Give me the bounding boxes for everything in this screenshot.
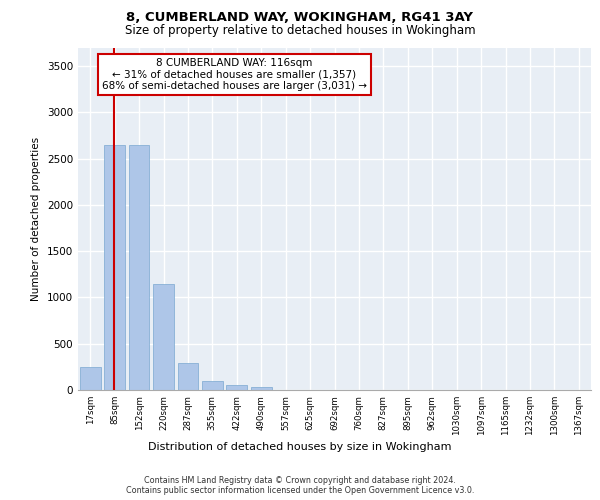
- Text: Contains HM Land Registry data © Crown copyright and database right 2024.
Contai: Contains HM Land Registry data © Crown c…: [126, 476, 474, 495]
- Text: Size of property relative to detached houses in Wokingham: Size of property relative to detached ho…: [125, 24, 475, 37]
- Y-axis label: Number of detached properties: Number of detached properties: [31, 136, 41, 301]
- Text: Distribution of detached houses by size in Wokingham: Distribution of detached houses by size …: [148, 442, 452, 452]
- Bar: [202, 380, 223, 390]
- Text: 8 CUMBERLAND WAY: 116sqm
← 31% of detached houses are smaller (1,357)
68% of sem: 8 CUMBERLAND WAY: 116sqm ← 31% of detach…: [102, 58, 367, 91]
- Text: 8, CUMBERLAND WAY, WOKINGHAM, RG41 3AY: 8, CUMBERLAND WAY, WOKINGHAM, RG41 3AY: [127, 11, 473, 24]
- Bar: [153, 284, 174, 390]
- Bar: [128, 144, 149, 390]
- Bar: [178, 363, 199, 390]
- Bar: [80, 367, 101, 390]
- Bar: [104, 144, 125, 390]
- Bar: [226, 386, 247, 390]
- Bar: [251, 387, 272, 390]
